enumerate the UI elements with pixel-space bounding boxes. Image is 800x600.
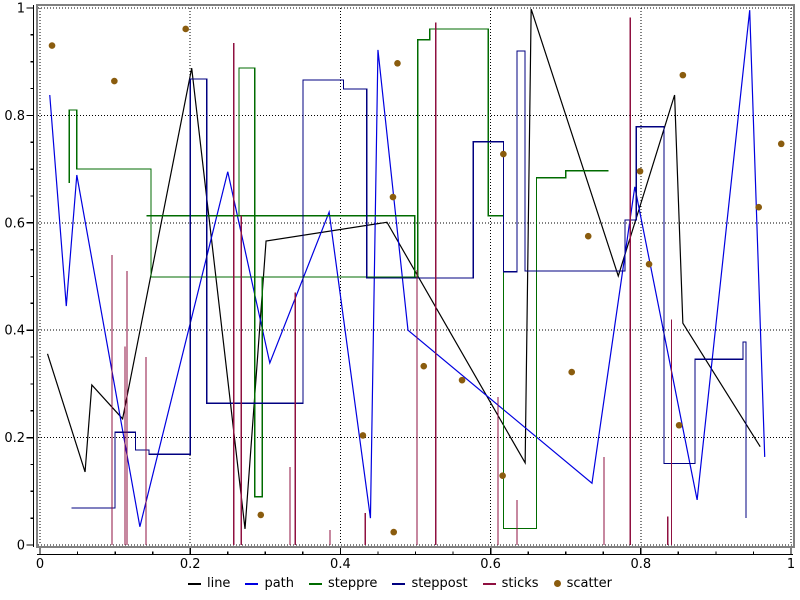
legend-entry-steppre: steppre [309, 576, 377, 591]
legend-dash-icon [187, 582, 201, 585]
x-tick-label: 0.4 [330, 557, 351, 572]
scatter-point [636, 167, 644, 175]
y-tick-label: 0.4 [4, 324, 25, 339]
legend-entry-line: line [187, 576, 231, 591]
tick-labels: 0 0.2 0.4 0.6 0.8 1 0 0.2 0.4 0.6 0.8 1 [4, 2, 795, 573]
scatter-point [389, 193, 397, 201]
x-tick-label: 0.6 [480, 557, 501, 572]
scatter-point [645, 260, 653, 268]
legend-label: steppost [411, 576, 468, 591]
series-sticks [111, 17, 673, 545]
series-steppre [68, 28, 609, 529]
legend-label: path [264, 576, 294, 591]
legend-entry-path: path [245, 576, 294, 591]
legend-dot-icon [553, 580, 561, 587]
scatter-point [679, 71, 687, 79]
scatter-point [458, 376, 466, 384]
legend-dash-icon [392, 582, 406, 585]
y-tick-label: 0 [17, 539, 25, 554]
legend-entry-sticks: sticks [482, 576, 539, 591]
legend-label: scatter [566, 576, 613, 591]
scatter-point [500, 150, 507, 158]
scatter-point [48, 42, 56, 49]
y-tick-label: 0.2 [4, 431, 25, 446]
plot-frame [36, 4, 795, 548]
scatter-point [755, 203, 763, 211]
legend-dash-icon [309, 582, 322, 585]
scatter-point [499, 472, 506, 480]
scatter-point [359, 432, 367, 439]
scatter-point [568, 368, 576, 376]
x-tick-label: 0.8 [630, 557, 651, 572]
scatter-point [182, 25, 189, 33]
legend-dash-icon [245, 582, 259, 585]
scatter-point [111, 77, 118, 85]
legend: line path steppre steppost sticks scatter [0, 576, 800, 591]
legend-entry-steppost: steppost [392, 576, 468, 591]
scatter-point [584, 232, 592, 240]
grid [38, 7, 793, 546]
y-tick-label: 0.8 [4, 109, 25, 124]
scatter-point [390, 528, 398, 536]
y-tick-label: 1 [17, 2, 25, 17]
scatter-point [675, 421, 683, 429]
legend-label: sticks [501, 576, 539, 591]
x-tick-label: 0.2 [180, 557, 201, 572]
series-path [49, 10, 766, 527]
scatter-point [257, 511, 265, 519]
x-tick-label: 0 [36, 557, 44, 572]
legend-dash-icon [482, 582, 496, 585]
series-steppost [71, 50, 747, 519]
scatter-point [394, 60, 401, 67]
axes [26, 5, 793, 556]
legend-label: line [206, 576, 231, 591]
legend-entry-scatter: scatter [553, 576, 613, 591]
series-line [46, 8, 761, 529]
scatter-point [777, 140, 785, 148]
scatter-point [420, 362, 428, 370]
series-scatter [48, 25, 785, 536]
y-tick-label: 0.6 [4, 216, 25, 231]
x-tick-label: 1 [787, 557, 795, 572]
legend-label: steppre [328, 576, 378, 591]
